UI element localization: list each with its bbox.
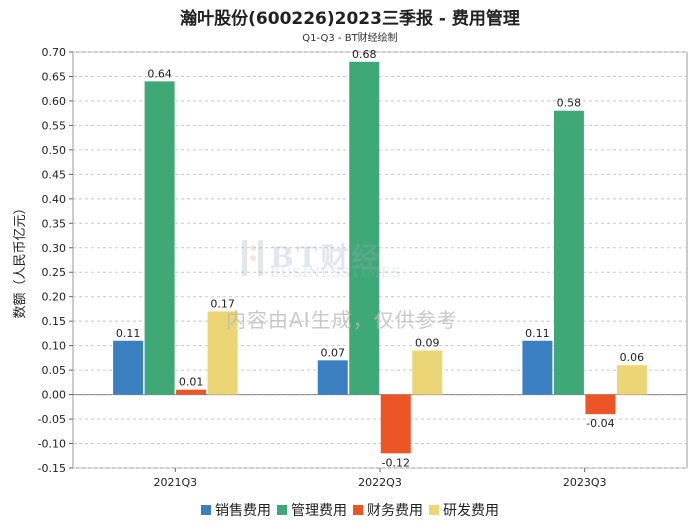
chart-subtitle: Q1-Q3 - BT财经绘制 xyxy=(302,33,398,44)
data-label: -0.12 xyxy=(382,456,410,469)
data-label: 0.06 xyxy=(620,351,645,364)
bar xyxy=(176,389,207,395)
legend-swatch xyxy=(277,505,287,515)
data-label: 0.68 xyxy=(352,48,377,61)
y-tick-label: 0.00 xyxy=(42,389,67,402)
legend-label: 管理费用 xyxy=(291,503,347,519)
bar xyxy=(553,110,584,395)
legend-swatch xyxy=(429,505,439,515)
bar xyxy=(317,360,348,395)
y-tick-label: 0.60 xyxy=(42,95,67,108)
data-label: 0.11 xyxy=(525,327,550,340)
y-tick-label: -0.10 xyxy=(38,438,66,451)
legend-label: 研发费用 xyxy=(443,503,499,519)
bar xyxy=(522,340,553,395)
data-label: 0.09 xyxy=(415,337,440,350)
legend-swatch xyxy=(353,505,363,515)
bar xyxy=(207,311,238,395)
bar xyxy=(616,365,647,395)
y-tick-label: 0.10 xyxy=(42,340,67,353)
data-label: 0.07 xyxy=(321,346,346,359)
y-tick-label: 0.35 xyxy=(42,217,67,230)
y-tick-label: 0.50 xyxy=(42,144,67,157)
y-tick-label: 0.40 xyxy=(42,193,67,206)
legend-item: 管理费用 xyxy=(277,500,347,520)
bar xyxy=(585,394,616,415)
data-label: 0.11 xyxy=(116,327,141,340)
data-label: 0.17 xyxy=(210,297,235,310)
x-tick-label: 2023Q3 xyxy=(563,476,607,489)
x-tick-label: 2021Q3 xyxy=(154,476,198,489)
bar xyxy=(349,61,380,395)
data-label: -0.04 xyxy=(586,417,614,430)
y-tick-label: -0.05 xyxy=(38,413,66,426)
y-tick-label: 0.45 xyxy=(42,168,67,181)
y-tick-label: -0.15 xyxy=(38,462,66,475)
legend-item: 销售费用 xyxy=(201,500,271,520)
legend-item: 财务费用 xyxy=(353,500,423,520)
data-label: 0.58 xyxy=(557,97,582,110)
y-tick-label: 0.25 xyxy=(42,266,67,279)
legend-swatch xyxy=(201,505,211,515)
data-label: 0.01 xyxy=(179,376,204,389)
bar xyxy=(380,394,411,454)
y-tick-label: 0.30 xyxy=(42,242,67,255)
legend-label: 销售费用 xyxy=(215,503,271,519)
bar xyxy=(113,340,144,395)
legend-item: 研发费用 xyxy=(429,500,499,520)
y-tick-label: 0.70 xyxy=(42,46,67,59)
legend-label: 财务费用 xyxy=(367,503,423,519)
y-axis-label: 数额（人民币亿元） xyxy=(13,201,28,318)
y-tick-label: 0.65 xyxy=(42,70,67,83)
y-tick-label: 0.20 xyxy=(42,291,67,304)
y-tick-label: 0.55 xyxy=(42,119,67,132)
chart-title: 瀚叶股份(600226)2023三季报 - 费用管理 xyxy=(180,9,520,29)
x-tick-label: 2022Q3 xyxy=(358,476,402,489)
bar xyxy=(412,350,443,395)
y-tick-label: 0.05 xyxy=(42,364,67,377)
y-tick-label: 0.15 xyxy=(42,315,67,328)
data-label: 0.64 xyxy=(147,67,172,80)
chart-legend: 销售费用 管理费用 财务费用 研发费用 xyxy=(0,500,700,520)
bar xyxy=(144,81,175,395)
